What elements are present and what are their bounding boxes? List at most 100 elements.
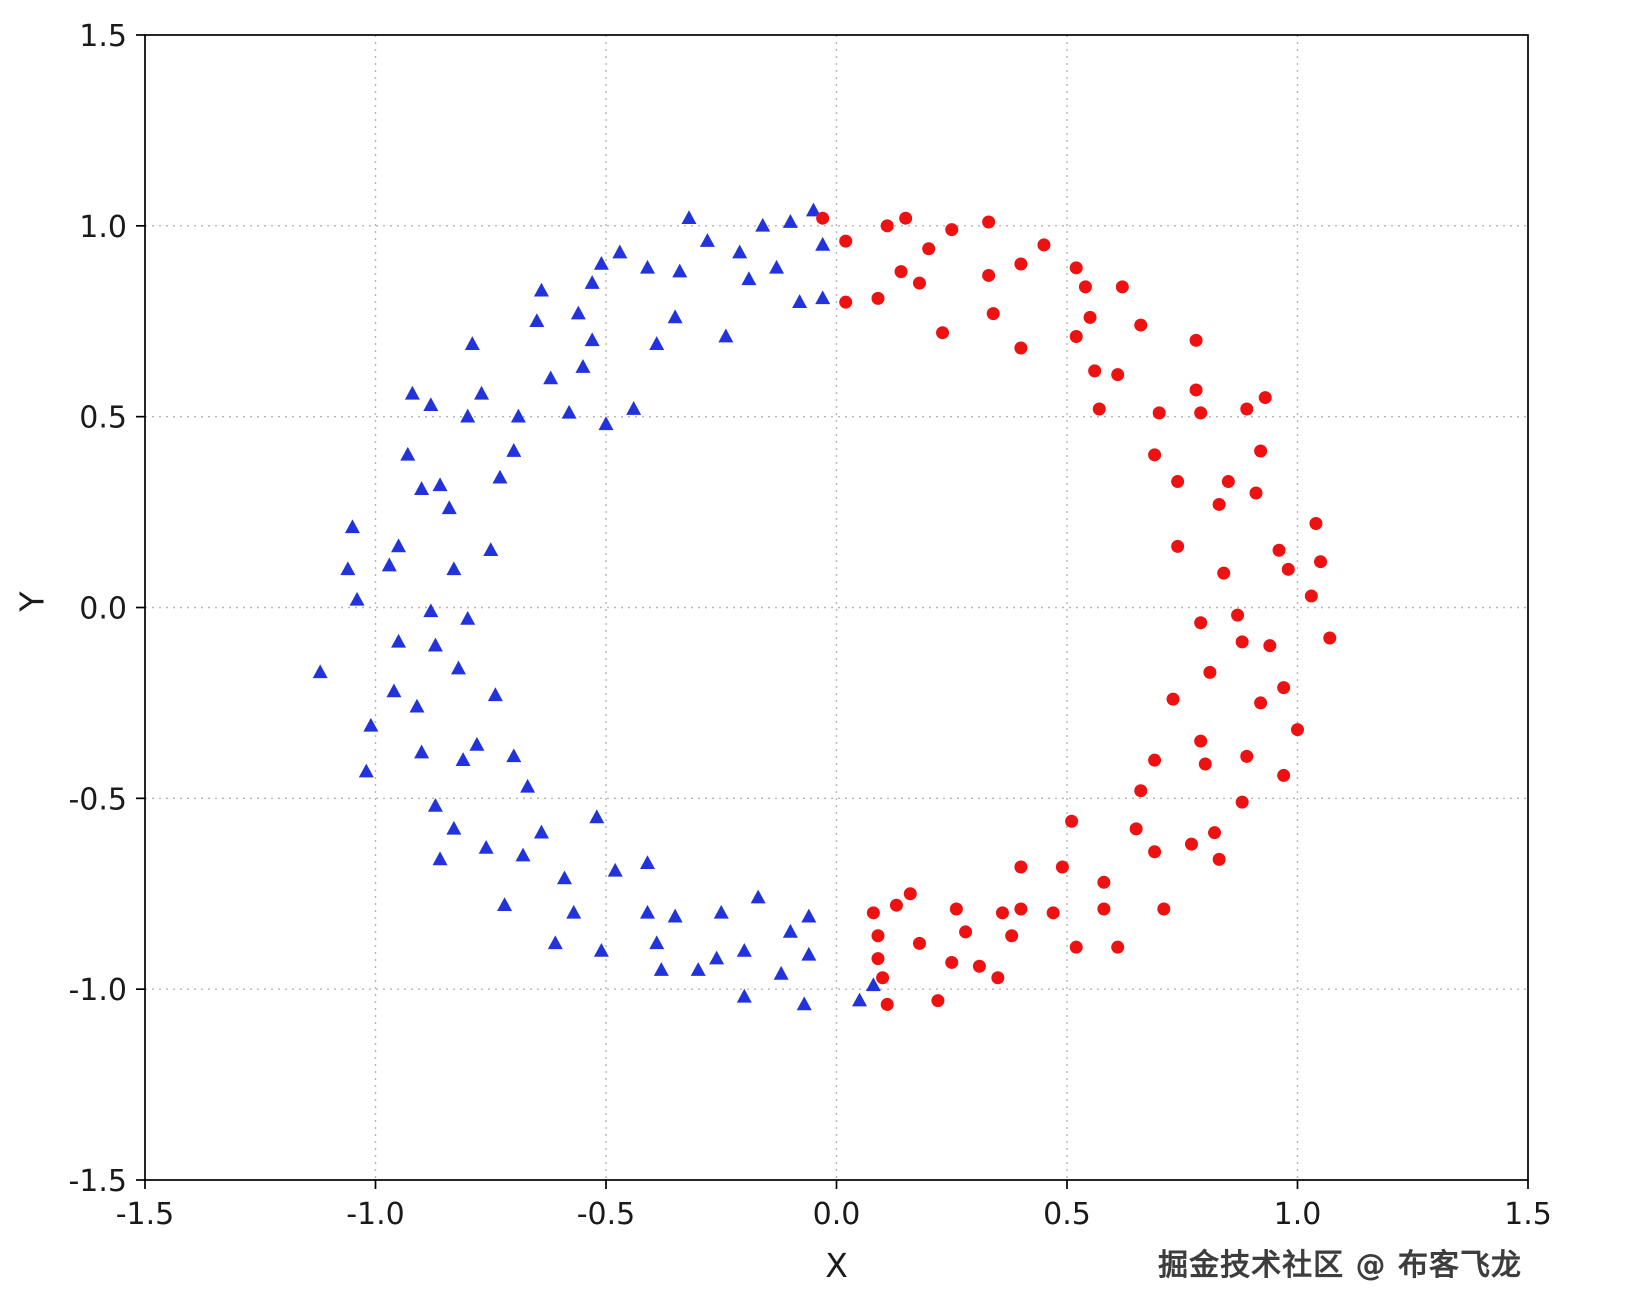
data-point-class-red bbox=[1111, 940, 1125, 954]
data-point-class-red bbox=[1171, 475, 1185, 489]
data-point-class-red bbox=[1240, 749, 1254, 763]
data-point-class-blue bbox=[460, 610, 476, 625]
data-point-class-red bbox=[876, 971, 890, 985]
data-point-class-red bbox=[1277, 768, 1291, 782]
data-point-class-blue bbox=[667, 309, 683, 324]
data-point-class-red bbox=[1263, 639, 1277, 653]
data-point-class-red bbox=[1092, 402, 1106, 416]
data-point-class-red bbox=[871, 952, 885, 966]
data-point-class-red bbox=[1231, 608, 1245, 622]
data-point-class-blue bbox=[865, 977, 881, 992]
data-point-class-red bbox=[1217, 566, 1231, 580]
data-point-class-red bbox=[871, 929, 885, 943]
data-point-class-red bbox=[1152, 406, 1166, 420]
data-point-class-blue bbox=[649, 336, 665, 350]
data-point-class-blue bbox=[566, 904, 582, 919]
y-tick-label: 1.5 bbox=[79, 19, 127, 54]
data-point-class-blue bbox=[852, 992, 868, 1007]
data-point-class-red bbox=[1189, 333, 1203, 347]
data-point-class-blue bbox=[363, 717, 379, 732]
data-point-class-blue bbox=[423, 397, 439, 412]
data-point-class-blue bbox=[529, 313, 545, 328]
data-point-class-red bbox=[1203, 665, 1217, 679]
x-tick-label: -1.5 bbox=[116, 1197, 175, 1232]
data-point-class-blue bbox=[450, 660, 466, 675]
data-point-class-blue bbox=[792, 294, 808, 308]
data-point-class-red bbox=[1194, 616, 1208, 630]
data-point-class-red bbox=[931, 994, 945, 1008]
data-point-class-red bbox=[1014, 257, 1028, 271]
data-point-class-blue bbox=[801, 946, 817, 961]
y-tick-label: -0.5 bbox=[68, 782, 127, 817]
data-point-class-red bbox=[1037, 238, 1051, 252]
data-point-class-red bbox=[1189, 383, 1203, 397]
data-point-class-blue bbox=[589, 809, 605, 824]
data-point-class-blue bbox=[349, 591, 365, 606]
data-point-class-red bbox=[1069, 330, 1083, 344]
data-point-class-red bbox=[880, 219, 894, 233]
data-point-class-red bbox=[1323, 631, 1337, 645]
data-point-class-blue bbox=[801, 908, 817, 923]
data-point-class-red bbox=[1148, 845, 1162, 859]
data-point-class-red bbox=[1065, 814, 1079, 828]
data-point-class-blue bbox=[483, 542, 499, 557]
data-point-class-red bbox=[912, 276, 926, 290]
data-point-class-blue bbox=[699, 233, 715, 247]
data-point-class-blue bbox=[487, 687, 503, 702]
data-point-class-blue bbox=[598, 416, 614, 431]
data-point-class-red bbox=[1157, 902, 1171, 916]
data-point-class-blue bbox=[446, 820, 462, 835]
data-point-class-red bbox=[1097, 902, 1111, 916]
data-point-class-red bbox=[1111, 368, 1125, 382]
data-point-class-blue bbox=[570, 305, 586, 320]
data-point-class-blue bbox=[423, 603, 439, 618]
data-point-class-red bbox=[1184, 837, 1198, 851]
data-point-class-blue bbox=[386, 683, 402, 698]
data-point-class-red bbox=[839, 295, 853, 309]
data-point-class-red bbox=[1221, 475, 1235, 489]
data-point-class-red bbox=[903, 887, 917, 901]
data-point-class-blue bbox=[773, 965, 789, 980]
data-point-class-blue bbox=[607, 862, 623, 877]
data-point-class-red bbox=[1240, 402, 1254, 416]
data-point-class-red bbox=[871, 291, 885, 305]
data-point-class-blue bbox=[543, 370, 559, 385]
data-point-class-red bbox=[899, 211, 913, 225]
data-point-class-blue bbox=[561, 404, 577, 419]
data-point-class-red bbox=[991, 971, 1005, 985]
data-point-class-blue bbox=[340, 561, 356, 576]
data-point-class-blue bbox=[478, 839, 494, 854]
data-point-class-blue bbox=[690, 962, 706, 976]
data-point-class-blue bbox=[460, 408, 476, 423]
data-point-class-blue bbox=[533, 282, 549, 297]
data-point-class-blue bbox=[649, 935, 665, 950]
x-tick-label: -1.0 bbox=[346, 1197, 405, 1232]
data-point-class-blue bbox=[492, 469, 508, 484]
data-point-class-red bbox=[982, 268, 996, 282]
y-tick-label: -1.5 bbox=[68, 1164, 127, 1199]
y-tick-label: 0.0 bbox=[79, 592, 127, 627]
data-point-class-red bbox=[866, 906, 880, 920]
data-point-class-red bbox=[1194, 734, 1208, 748]
data-point-class-blue bbox=[681, 210, 697, 224]
data-point-class-red bbox=[1088, 364, 1102, 378]
data-point-class-blue bbox=[575, 359, 591, 373]
data-point-class-blue bbox=[736, 943, 752, 957]
data-point-class-red bbox=[972, 959, 986, 973]
data-point-class-blue bbox=[497, 897, 513, 911]
data-point-class-red bbox=[1166, 692, 1180, 706]
data-point-class-red bbox=[1309, 517, 1323, 531]
data-point-class-red bbox=[936, 326, 950, 340]
data-point-class-blue bbox=[796, 996, 812, 1011]
data-point-class-blue bbox=[358, 763, 374, 778]
data-point-class-red bbox=[1083, 310, 1097, 324]
data-point-class-blue bbox=[427, 637, 443, 652]
data-point-class-red bbox=[1014, 902, 1028, 916]
data-point-class-red bbox=[949, 902, 963, 916]
data-point-class-blue bbox=[584, 275, 600, 289]
data-point-class-red bbox=[1314, 555, 1328, 569]
data-point-class-blue bbox=[520, 778, 536, 793]
data-point-class-blue bbox=[732, 244, 748, 259]
data-point-class-blue bbox=[805, 202, 821, 217]
